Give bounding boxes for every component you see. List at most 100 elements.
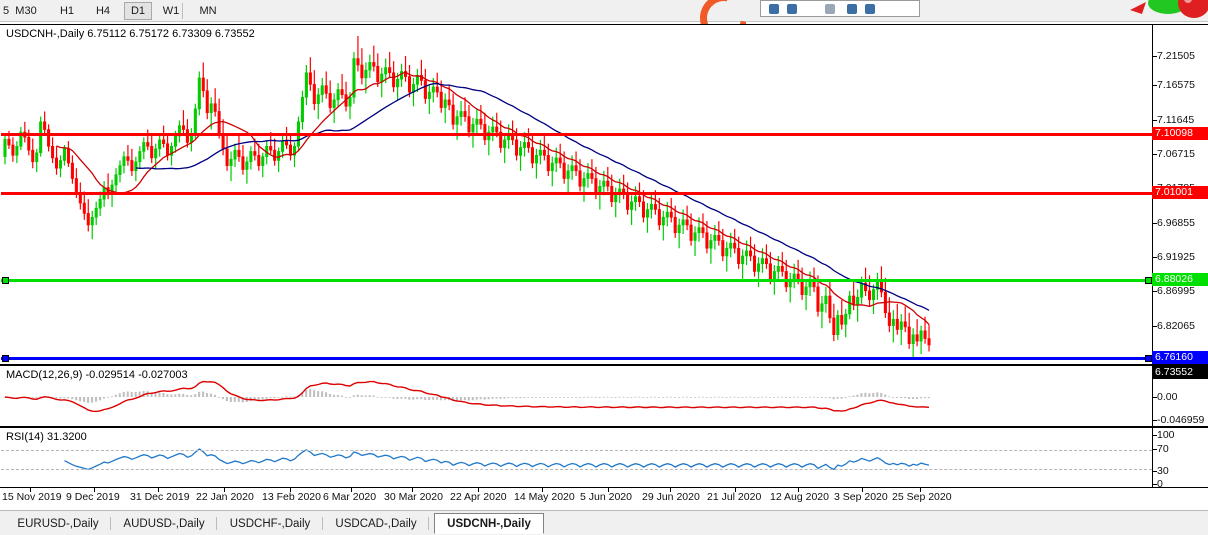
- tab-separator-1: [216, 517, 217, 530]
- timeframe-button-mn[interactable]: MN: [199, 5, 217, 17]
- level-handle-support-green-left[interactable]: [2, 277, 9, 284]
- macd-tickmark-1: [1153, 397, 1157, 398]
- chart-tab-bar[interactable]: EURUSD-,Daily AUDUSD-,Daily USDCHF-,Daily U…: [0, 510, 1208, 535]
- time-tickmark-10: [670, 488, 671, 492]
- macd-plot: [1, 366, 1152, 426]
- level-badge-support-blue: 6.76160: [1152, 351, 1208, 364]
- top-toolbar: 5 M30 H1 H4 D1 W1 MN: [0, 0, 1208, 22]
- time-tickmark-3: [224, 488, 225, 492]
- time-label-3: 22 Jan 2020: [196, 491, 254, 503]
- rsi-tickmark-0: [1153, 435, 1157, 436]
- toolbar-icon-b: [787, 4, 797, 14]
- time-tickmark-1: [94, 488, 95, 492]
- level-line-support-blue[interactable]: [1, 357, 1152, 360]
- time-label-14: 25 Sep 2020: [892, 491, 952, 503]
- time-axis: 15 Nov 2019 9 Dec 2019 31 Dec 2019 22 Jan 2…: [0, 488, 1208, 510]
- last-price-badge: 6.73552: [1152, 366, 1208, 379]
- price-tick-7: 6.86995: [1153, 286, 1195, 297]
- price-tick-3: 7.06715: [1153, 149, 1195, 160]
- price-tick-1: 7.16575: [1153, 80, 1195, 91]
- time-tickmark-9: [608, 488, 609, 492]
- level-badge-resistance-lower: 7.01001: [1152, 186, 1208, 199]
- price-tick-6: 6.91925: [1153, 252, 1195, 263]
- price-tick-8: 6.82065: [1153, 321, 1195, 332]
- price-tickmark-8: [1153, 326, 1157, 327]
- time-label-8: 14 May 2020: [514, 491, 575, 503]
- toolbar-icon-e: [865, 4, 875, 14]
- time-label-6: 30 Mar 2020: [384, 491, 443, 503]
- timeframe-button-m30[interactable]: M30: [15, 5, 37, 17]
- price-tickmark-2: [1153, 120, 1157, 121]
- timeframe-button-5[interactable]: 5: [2, 5, 10, 17]
- time-label-7: 22 Apr 2020: [450, 491, 507, 503]
- level-line-resistance-upper[interactable]: [1, 133, 1152, 136]
- level-line-support-green[interactable]: [1, 279, 1152, 282]
- time-label-2: 31 Dec 2019: [130, 491, 190, 503]
- time-tickmark-7: [478, 488, 479, 492]
- macd-tick-2: -0.046959: [1153, 415, 1204, 426]
- time-label-10: 29 Jun 2020: [642, 491, 700, 503]
- time-label-5: 6 Mar 2020: [323, 491, 377, 503]
- candlestick-series: [3, 35, 931, 358]
- timeframe-button-h4[interactable]: H4: [95, 5, 111, 17]
- chart-tab-eurusd[interactable]: EURUSD-,Daily: [17, 517, 99, 530]
- timeframe-button-d1[interactable]: D1: [124, 2, 152, 20]
- time-tickmark-6: [412, 488, 413, 492]
- price-tickmark-5: [1153, 223, 1157, 224]
- price-tick-2: 7.11645: [1153, 115, 1194, 126]
- toolbar-separator: [182, 3, 183, 19]
- rsi-tick-2: 30: [1153, 466, 1169, 477]
- price-tick-0: 7.21505: [1153, 51, 1195, 62]
- level-badge-resistance-upper: 7.10098: [1152, 127, 1208, 140]
- time-label-1: 9 Dec 2019: [66, 491, 120, 503]
- rsi-pane[interactable]: RSI(14) 31.3200 100 70 30 0: [0, 427, 1208, 490]
- chart-area[interactable]: USDCNH-,Daily 6.75112 6.75172 6.73309 6.…: [0, 24, 1208, 510]
- toolbar-icon-a: [769, 4, 779, 14]
- macd-pane[interactable]: MACD(12,26,9) -0.029514 -0.027003 0.0390…: [0, 365, 1208, 427]
- price-tick-5: 6.96855: [1153, 218, 1195, 229]
- rsi-tick-3: 0: [1153, 479, 1163, 490]
- level-handle-support-blue-left[interactable]: [2, 355, 9, 362]
- time-tickmark-5: [351, 488, 352, 492]
- time-label-13: 3 Sep 2020: [834, 491, 888, 503]
- rsi-tick-1: 70: [1153, 444, 1169, 455]
- price-axis: 7.215057.165757.116457.067157.017856.968…: [1152, 25, 1208, 400]
- time-tickmark-14: [920, 488, 921, 492]
- time-label-11: 21 Jul 2020: [707, 491, 762, 503]
- tab-separator-3: [428, 517, 429, 530]
- rsi-tick-0: 100: [1153, 430, 1175, 441]
- chart-tab-audusd[interactable]: AUDUSD-,Daily: [123, 517, 205, 530]
- toolbar-input-field[interactable]: [760, 0, 920, 17]
- price-tickmark-7: [1153, 291, 1157, 292]
- price-tickmark-3: [1153, 154, 1157, 155]
- price-plot[interactable]: [1, 25, 1152, 364]
- price-tickmark-6: [1153, 257, 1157, 258]
- level-line-resistance-lower[interactable]: [1, 192, 1152, 195]
- time-tickmark-4: [290, 488, 291, 492]
- level-handle-support-green-right[interactable]: [1145, 277, 1152, 284]
- rsi-series: [64, 448, 930, 471]
- rsi-tickmark-2: [1153, 471, 1157, 472]
- swirl-logo-icon: [700, 0, 746, 24]
- rsi-axis: 100 70 30 0: [1152, 428, 1208, 490]
- timeframe-button-w1[interactable]: W1: [162, 5, 180, 17]
- level-handle-support-blue-right[interactable]: [1145, 355, 1152, 362]
- price-tickmark-0: [1153, 56, 1157, 57]
- time-label-0: 15 Nov 2019: [2, 491, 62, 503]
- chart-tab-usdcnh[interactable]: USDCNH-,Daily: [434, 513, 544, 534]
- price-legend: USDCNH-,Daily 6.75112 6.75172 6.73309 6.…: [6, 28, 255, 40]
- toolbar-icon-d: [847, 4, 857, 14]
- chart-tab-usdchf[interactable]: USDCHF-,Daily: [229, 517, 311, 530]
- tab-separator-0: [110, 517, 111, 530]
- rsi-plot: [1, 428, 1152, 487]
- price-pane[interactable]: USDCNH-,Daily 6.75112 6.75172 6.73309 6.…: [0, 24, 1208, 400]
- chart-tab-usdcad[interactable]: USDCAD-,Daily: [335, 517, 417, 530]
- rsi-legend: RSI(14) 31.3200: [6, 431, 87, 443]
- timeframe-button-h1[interactable]: H1: [59, 5, 75, 17]
- macd-legend: MACD(12,26,9) -0.029514 -0.027003: [6, 369, 188, 381]
- time-tickmark-2: [158, 488, 159, 492]
- macd-tick-1: 0.00: [1153, 392, 1177, 403]
- rsi-oversold-line: [1, 469, 1152, 471]
- rsi-tickmark-1: [1153, 449, 1157, 450]
- time-tickmark-12: [798, 488, 799, 492]
